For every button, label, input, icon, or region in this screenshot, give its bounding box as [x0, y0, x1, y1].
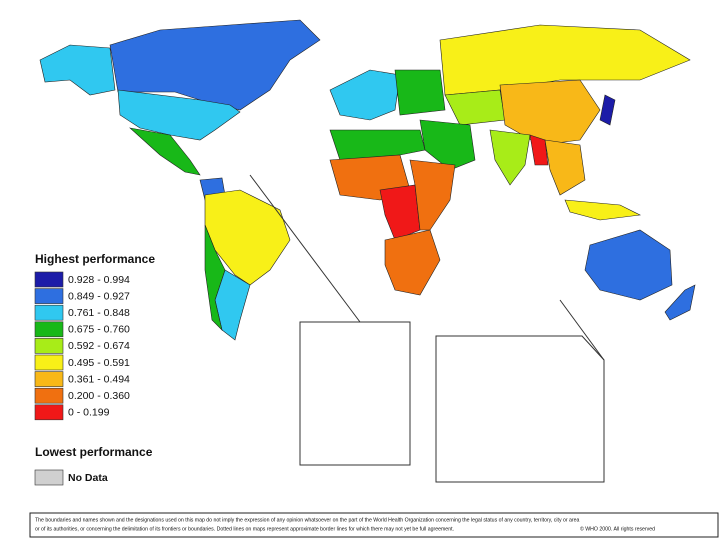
copyright: © WHO 2000. All rights reserved: [580, 525, 655, 532]
canada: [109, 19, 321, 111]
usa: [117, 89, 241, 141]
new-zealand: [664, 284, 696, 321]
legend-swatch: [34, 371, 64, 387]
legend-label: 0.761 - 0.848: [68, 307, 130, 319]
southeast-asia: [544, 139, 586, 196]
andes: [204, 224, 226, 331]
legend-title: Highest performance: [35, 252, 155, 266]
east-europe: [394, 69, 446, 116]
inset-frame: [299, 321, 411, 466]
myanmar: [529, 134, 549, 166]
legend-label: 0.592 - 0.674: [68, 340, 130, 352]
legend-label: 0.928 - 0.994: [68, 274, 130, 286]
europe: [329, 69, 401, 121]
legend-swatch: [34, 354, 64, 371]
legend-swatch: [34, 469, 64, 486]
legend-swatch: [34, 304, 64, 321]
legend-swatch: [34, 321, 64, 338]
middle-east: [419, 119, 476, 171]
legend-label: 0 - 0.199: [68, 407, 110, 419]
indonesia: [564, 199, 642, 221]
alaska: [39, 44, 116, 96]
legend-swatch: [34, 338, 64, 354]
japan: [599, 94, 616, 126]
mexico: [129, 127, 201, 176]
legend-footer: Lowest performance: [35, 445, 153, 459]
disclaimer-box: [29, 512, 719, 538]
legend-swatch: [34, 288, 64, 304]
inset-frame: [435, 335, 605, 483]
legend-label: 0.200 - 0.360: [68, 390, 130, 402]
china: [499, 79, 601, 146]
legend-swatch: [34, 271, 64, 288]
india: [489, 129, 531, 186]
central-africa: [379, 184, 421, 241]
legend-label: 0.675 - 0.760: [68, 324, 130, 336]
inset-pointer: [559, 299, 605, 361]
legend-label: 0.495 - 0.591: [68, 357, 130, 369]
legend-swatch: [34, 387, 64, 404]
inset-pointer: [249, 174, 361, 323]
legend-swatch: [34, 404, 64, 421]
disclaimer-line: The boundaries and names shown and the d…: [35, 517, 580, 523]
disclaimer-line: or of its authorities, or concerning the…: [35, 526, 454, 532]
legend-label: 0.361 - 0.494: [68, 373, 130, 385]
legend-label: No Data: [68, 472, 108, 484]
southern-africa: [384, 229, 441, 296]
central-asia: [444, 89, 506, 126]
australia: [584, 229, 673, 301]
legend-label: 0.849 - 0.927: [68, 290, 130, 302]
north-africa: [329, 129, 426, 161]
